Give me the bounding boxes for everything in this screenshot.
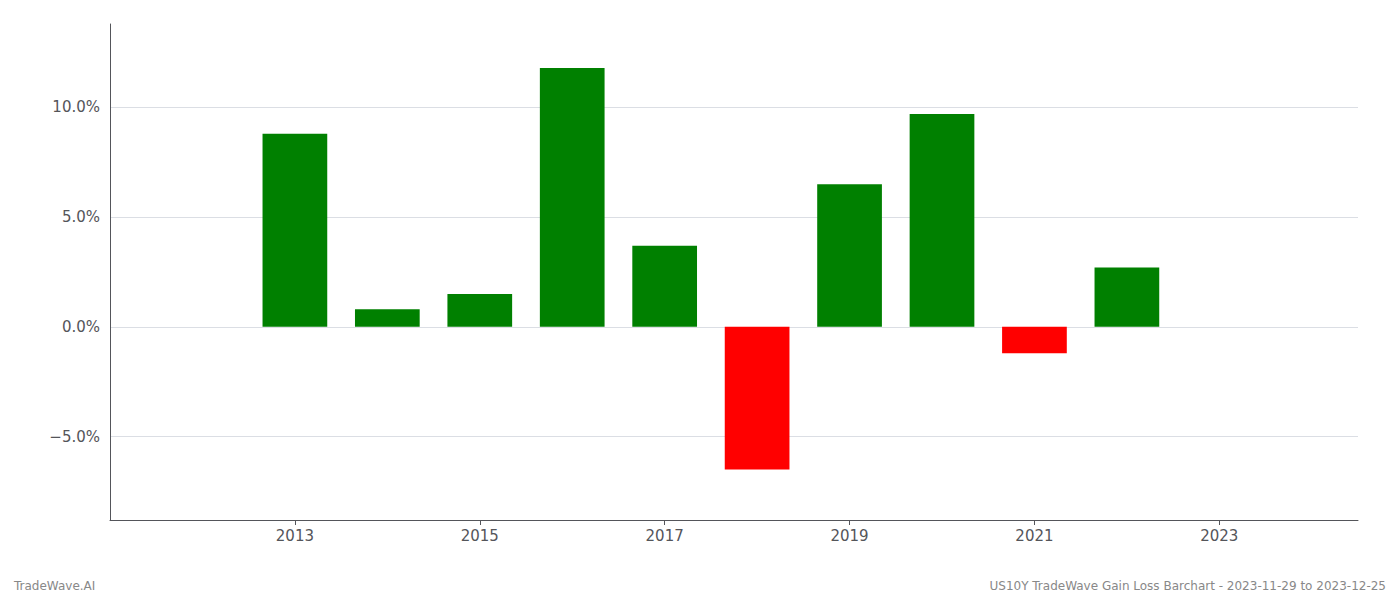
svg-text:10.0%: 10.0% bbox=[52, 98, 100, 116]
svg-text:2017: 2017 bbox=[646, 527, 684, 545]
svg-text:2013: 2013 bbox=[276, 527, 314, 545]
svg-text:2021: 2021 bbox=[1015, 527, 1053, 545]
svg-text:2019: 2019 bbox=[830, 527, 868, 545]
svg-text:2023: 2023 bbox=[1200, 527, 1238, 545]
svg-text:TradeWave.AI: TradeWave.AI bbox=[13, 579, 95, 593]
svg-text:2015: 2015 bbox=[461, 527, 499, 545]
svg-text:5.0%: 5.0% bbox=[62, 208, 100, 226]
svg-text:0.0%: 0.0% bbox=[62, 318, 100, 336]
svg-text:US10Y TradeWave Gain Loss Barc: US10Y TradeWave Gain Loss Barchart - 202… bbox=[989, 579, 1386, 593]
svg-text:−5.0%: −5.0% bbox=[49, 428, 100, 446]
